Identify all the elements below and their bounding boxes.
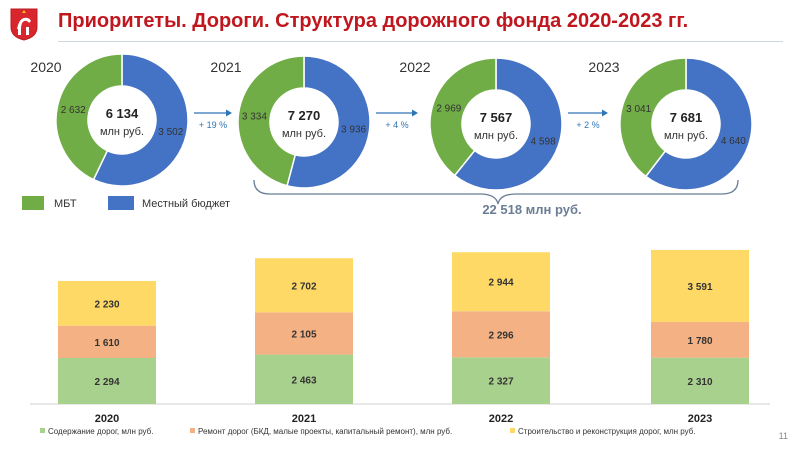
bar-value-label: 3 591 (687, 282, 712, 293)
total-brace (253, 179, 739, 205)
page-number: 11 (778, 431, 788, 441)
legend-label-repair: Ремонт дорог (БКД, малые проекты, капита… (198, 427, 452, 436)
bar-category-label: 2022 (489, 413, 513, 425)
donut-label-local: 4 640 (721, 136, 746, 147)
donut-label-mbt: 2 632 (61, 105, 86, 116)
growth-percent-label: + 19 % (199, 120, 227, 130)
growth-arrow-head (226, 109, 232, 117)
donut-segment-mbt-2023 (619, 57, 687, 178)
bar-value-label: 2 296 (488, 330, 513, 341)
bar-value-label: 2 463 (291, 375, 316, 386)
bar-value-label: 1 780 (687, 336, 712, 347)
bar-value-label: 1 610 (94, 338, 119, 349)
donut-total-unit: млн руб. (282, 128, 326, 140)
donut-segment-mbt-2022 (429, 57, 497, 177)
donut-total-value: 6 134 (106, 106, 139, 121)
donut-label-mbt: 3 041 (626, 104, 651, 115)
donut-year-label: 2022 (399, 59, 430, 75)
bar-category-label: 2020 (95, 413, 119, 425)
donut-segment-local-2021 (286, 55, 371, 189)
bar-value-label: 2 294 (94, 377, 119, 388)
bar-segment-construction-2023 (651, 249, 749, 322)
growth-arrow-head (412, 109, 418, 117)
bar-value-label: 2 944 (488, 278, 513, 289)
donut-total-unit: млн руб. (474, 130, 518, 142)
bar-category-label: 2021 (292, 413, 316, 425)
legend-label-maintenance: Содержание дорог, млн руб. (48, 427, 153, 436)
donut-label-local: 4 598 (531, 137, 556, 148)
growth-percent-label: + 4 % (385, 120, 408, 130)
legend-label-local: Местный бюджет (142, 198, 230, 210)
donut-label-mbt: 2 969 (436, 103, 461, 114)
donut-total-unit: млн руб. (664, 130, 708, 142)
donut-total-value: 7 567 (480, 110, 513, 125)
donut-segment-local-2022 (453, 57, 563, 191)
bar-segment-maintenance-2020 (58, 357, 156, 404)
bar-segment-repair-2022 (452, 311, 550, 358)
donut-total-value: 7 270 (288, 108, 321, 123)
bar-segment-construction-2021 (255, 258, 353, 313)
donut-label-mbt: 3 334 (242, 112, 267, 123)
bar-segment-construction-2022 (452, 252, 550, 312)
title-divider (58, 41, 783, 42)
legend-label-construction: Строительство и реконструкция дорог, млн… (518, 427, 696, 436)
bar-value-label: 2 327 (488, 377, 513, 388)
bar-segment-maintenance-2021 (255, 354, 353, 404)
bar-value-label: 2 230 (94, 299, 119, 310)
bar-value-label: 2 702 (291, 281, 316, 292)
bar-segment-repair-2020 (58, 325, 156, 358)
donut-segment-mbt-2020 (55, 53, 123, 181)
page-title: Приоритеты. Дороги. Структура дорожного … (58, 10, 689, 32)
coat-of-arms-logo (9, 7, 39, 41)
donut-year-label: 2023 (588, 59, 619, 75)
donut-segment-mbt-2021 (237, 55, 305, 187)
bar-segment-maintenance-2022 (452, 357, 550, 404)
bar-value-label: 2 310 (687, 377, 712, 388)
donut-label-local: 3 936 (341, 124, 366, 135)
bar-segment-repair-2023 (651, 321, 749, 358)
legend-swatch-mbt (22, 196, 44, 210)
legend-swatch-local (108, 196, 134, 210)
brace-total-label: 22 518 млн руб. (482, 202, 581, 217)
donut-year-label: 2021 (210, 59, 241, 75)
legend-swatch-repair (190, 428, 195, 433)
bar-segment-maintenance-2023 (651, 357, 749, 404)
donut-year-label: 2020 (30, 59, 61, 75)
bar-value-label: 2 105 (291, 329, 316, 340)
donut-total-value: 7 681 (670, 110, 703, 125)
legend-swatch-maintenance (40, 428, 45, 433)
legend-label-mbt: МБТ (54, 198, 77, 210)
donut-label-local: 3 502 (158, 127, 183, 138)
donut-segment-local-2020 (92, 53, 189, 187)
donut-total-unit: млн руб. (100, 126, 144, 138)
bar-segment-repair-2021 (255, 312, 353, 355)
growth-arrow-head (602, 109, 608, 117)
growth-percent-label: + 2 % (576, 120, 599, 130)
legend-swatch-construction (510, 428, 515, 433)
donut-segment-local-2023 (644, 57, 753, 191)
bar-segment-construction-2020 (58, 280, 156, 326)
bar-category-label: 2023 (688, 413, 712, 425)
